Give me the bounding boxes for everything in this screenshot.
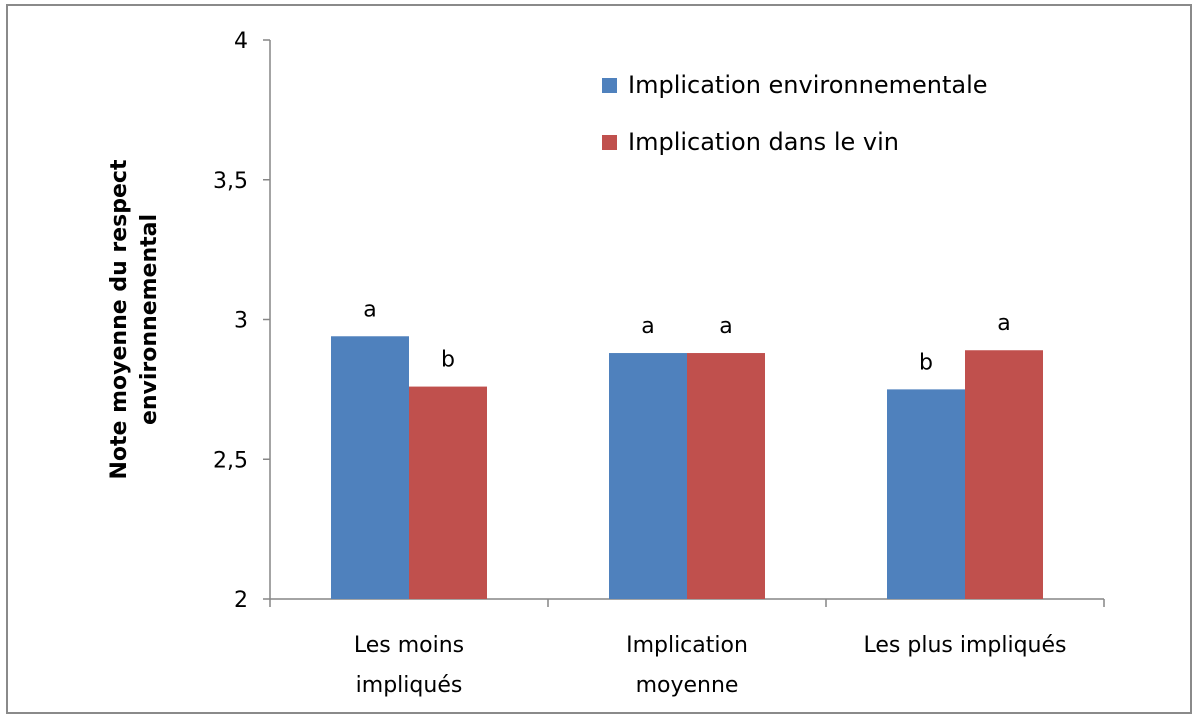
y-tick-label: 3,5	[213, 169, 248, 194]
bar	[331, 336, 409, 599]
chart-frame: Note moyenne du respect environnemental a…	[6, 4, 1192, 714]
y-tick-label: 2,5	[213, 448, 248, 473]
data-label: a	[641, 314, 654, 339]
y-axis-title-text: Note moyenne du respect environnemental	[107, 159, 162, 479]
legend-swatch	[602, 135, 617, 150]
x-tick-label: Les moins	[354, 633, 464, 658]
x-tick-label: impliqués	[356, 673, 463, 698]
y-axis-title-line: Note moyenne du respect	[107, 159, 132, 479]
data-label: b	[441, 348, 455, 373]
y-axis-labels: 2 2,5 3 3,5 4	[213, 29, 248, 613]
x-tick-label: Les plus impliqués	[864, 633, 1067, 658]
y-tick-label: 3	[234, 309, 248, 334]
x-tick-label: Implication	[626, 633, 748, 658]
data-label: a	[363, 297, 376, 322]
bars	[331, 336, 1043, 599]
y-axis-title-line: environnemental	[137, 214, 162, 425]
data-label: a	[719, 314, 732, 339]
y-tick-label: 4	[234, 29, 248, 54]
data-label: a	[997, 311, 1010, 336]
bar	[887, 389, 965, 599]
bar	[409, 386, 487, 599]
legend-label: Implication dans le vin	[628, 128, 899, 156]
bar	[609, 353, 687, 599]
bar-chart: Note moyenne du respect environnemental a…	[107, 29, 1105, 698]
x-tick-label: moyenne	[636, 673, 739, 698]
y-axis-title: Note moyenne du respect environnemental	[107, 159, 162, 479]
x-axis-labels: Les moins impliqués Implication moyenne Les …	[354, 633, 1067, 698]
bar	[687, 353, 765, 599]
y-tick-label: 2	[234, 588, 248, 613]
legend-label: Implication environnementale	[628, 71, 988, 99]
bar	[965, 350, 1043, 599]
legend-swatch	[602, 78, 617, 93]
legend: Implication environnementale Implication …	[602, 71, 988, 156]
data-label: b	[919, 350, 933, 375]
data-labels: a b a a b a	[363, 297, 1010, 375]
